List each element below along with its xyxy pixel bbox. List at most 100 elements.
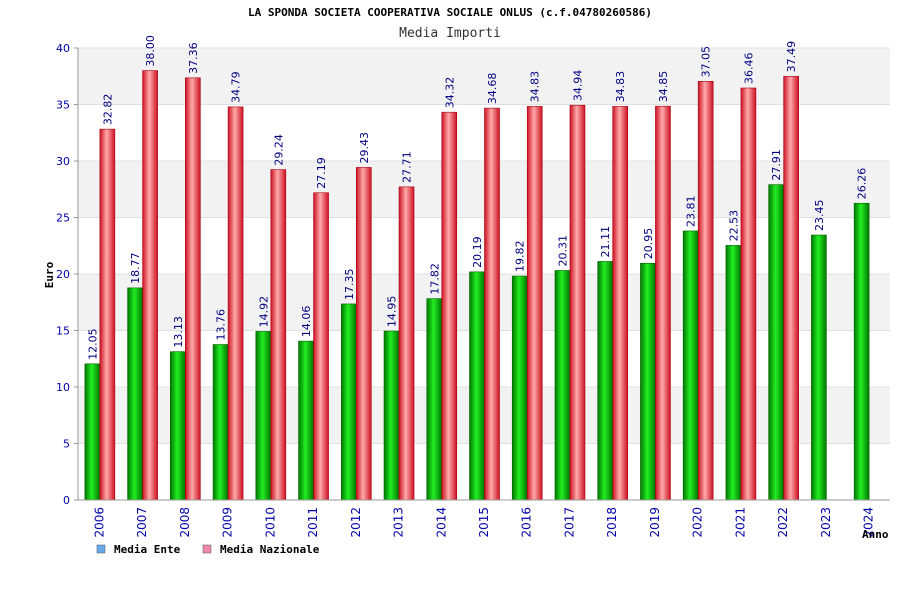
x-tick-label: 2007: [135, 507, 149, 538]
data-label: 14.95: [386, 296, 399, 328]
bar-media-ente-2020: [682, 230, 699, 501]
data-label: 32.82: [101, 94, 114, 126]
y-tick-label: 10: [56, 381, 70, 394]
data-label: 17.82: [428, 263, 441, 295]
data-label: 27.71: [401, 151, 414, 183]
chart-subtitle: Media Importi: [399, 26, 501, 41]
y-tick-label: 5: [63, 438, 70, 451]
y-tick-label: 30: [56, 155, 70, 168]
x-tick-label: 2019: [648, 507, 662, 538]
data-label: 37.49: [785, 41, 798, 73]
data-label: 19.82: [514, 241, 527, 273]
data-label: 14.06: [300, 306, 313, 338]
data-label: 34.68: [486, 73, 499, 105]
x-axis-label: Anno: [862, 528, 889, 541]
data-label: 37.05: [700, 46, 713, 78]
data-label: 34.32: [443, 77, 456, 109]
bar-media-ente-2023: [811, 234, 827, 501]
bar-media-ente-2014: [426, 298, 443, 501]
bar-media-ente-2007: [127, 287, 143, 501]
data-label: 29.43: [358, 132, 371, 164]
legend-swatch-media-nazionale: [202, 544, 212, 554]
bar-media-nazionale-2020: [697, 81, 714, 501]
bar-media-ente-2015: [469, 271, 485, 501]
bar-media-nazionale-2012: [355, 167, 372, 501]
data-label: 13.76: [215, 309, 228, 341]
data-label: 34.85: [657, 71, 670, 103]
x-tick-label: 2006: [92, 507, 106, 538]
bar-media-ente-2010: [255, 331, 272, 501]
bar-media-ente-2017: [554, 270, 571, 501]
data-label: 17.35: [343, 268, 356, 300]
bar-media-nazionale-2019: [655, 105, 671, 501]
bar-media-ente-2009: [212, 344, 229, 501]
data-label: 27.91: [770, 149, 783, 181]
data-label: 34.94: [571, 70, 584, 102]
y-tick-label: 15: [56, 325, 70, 338]
bar-media-nazionale-2017: [569, 104, 586, 501]
data-label: 27.19: [315, 157, 328, 189]
bar-media-nazionale-2006: [99, 128, 116, 501]
data-label: 20.31: [556, 235, 569, 267]
x-tick-label: 2015: [477, 507, 491, 538]
data-label: 34.83: [529, 71, 542, 103]
x-tick-label: 2014: [434, 507, 448, 538]
bar-media-ente-2016: [511, 275, 528, 501]
y-tick-label: 20: [56, 268, 70, 281]
data-label: 34.83: [614, 71, 627, 103]
bar-media-nazionale-2013: [398, 186, 415, 501]
x-tick-label: 2011: [306, 507, 320, 538]
bar-media-ente-2021: [725, 245, 742, 501]
y-tick-label: 0: [63, 494, 70, 507]
bar-media-ente-2011: [298, 340, 314, 501]
y-tick-label: 40: [56, 42, 70, 55]
bar-media-ente-2012: [340, 303, 357, 501]
x-tick-label: 2021: [733, 507, 747, 538]
chart-title: LA SPONDA SOCIETA COOPERATIVA SOCIALE ON…: [248, 6, 652, 19]
x-tick-label: 2022: [776, 507, 790, 538]
x-tick-label: 2009: [221, 507, 235, 538]
bar-media-nazionale-2010: [270, 169, 287, 501]
x-tick-label: 2024: [862, 507, 876, 538]
x-tick-label: 2023: [819, 507, 833, 538]
y-axis-label: Euro: [43, 261, 56, 288]
bar-media-ente-2013: [383, 330, 400, 501]
bar-media-nazionale-2015: [484, 107, 500, 501]
bar-media-ente-2024: [853, 202, 870, 501]
bar-media-nazionale-2009: [227, 106, 244, 501]
data-label: 36.46: [742, 53, 755, 85]
bar-media-nazionale-2007: [142, 70, 158, 501]
data-label: 12.05: [86, 328, 99, 360]
bar-media-nazionale-2021: [740, 87, 757, 501]
data-label: 18.77: [129, 252, 142, 284]
data-label: 21.11: [599, 226, 612, 258]
y-tick-label: 25: [56, 212, 70, 225]
data-label: 37.36: [187, 42, 200, 74]
bar-media-nazionale-2022: [783, 76, 799, 501]
data-label: 20.95: [642, 228, 655, 260]
x-tick-label: 2013: [392, 507, 406, 538]
data-label: 38.00: [144, 35, 157, 67]
data-label: 23.45: [813, 200, 826, 232]
y-tick-label: 35: [56, 99, 70, 112]
legend: Media Ente Media Nazionale: [96, 543, 320, 556]
bar-media-ente-2008: [170, 351, 186, 501]
bar-media-nazionale-2011: [313, 192, 329, 501]
data-label: 13.13: [172, 316, 185, 348]
bar-media-nazionale-2014: [441, 111, 458, 501]
x-tick-label: 2016: [520, 507, 534, 538]
data-label: 26.26: [856, 168, 869, 200]
x-tick-label: 2020: [691, 507, 705, 538]
bar-media-nazionale-2008: [185, 77, 201, 501]
x-axis-ticks: 2006 2007 2008 2009 2010 2011 2012 2013 2014 2015…: [92, 507, 875, 538]
data-label: 29.24: [272, 134, 285, 166]
data-label: 20.19: [471, 236, 484, 268]
data-label: 22.53: [727, 210, 740, 242]
x-tick-label: 2012: [349, 507, 363, 538]
data-label: 34.79: [230, 71, 243, 103]
data-label: 23.81: [685, 195, 698, 227]
data-labels: 12.05 18.77 13.13 13.76 14.92 14.06 17.35 14.95…: [86, 35, 868, 360]
y-axis-ticks: 0 5 10 15 20 25 30 35 40: [56, 42, 78, 507]
bar-media-nazionale-2016: [526, 106, 543, 501]
